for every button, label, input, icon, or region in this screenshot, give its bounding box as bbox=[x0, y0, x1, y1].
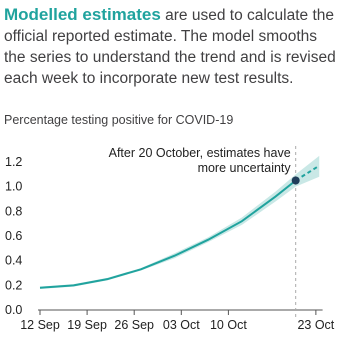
x-tick-label: 03 Oct bbox=[163, 318, 200, 332]
y-tick-label: 0.2 bbox=[5, 278, 22, 292]
y-tick-label: 0.0 bbox=[5, 303, 22, 317]
y-tick-label: 0.6 bbox=[5, 229, 22, 243]
annotation: more uncertainty bbox=[198, 161, 292, 175]
y-tick-label: 0.8 bbox=[5, 204, 22, 218]
x-tick-label: 10 Oct bbox=[210, 318, 247, 332]
y-tick-label: 1.0 bbox=[5, 180, 22, 194]
y-tick-label: 1.2 bbox=[5, 155, 22, 169]
line bbox=[295, 164, 320, 182]
intro-highlight: Modelled estimates bbox=[4, 5, 161, 24]
chart-title: Percentage testing positive for COVID-19 bbox=[4, 113, 234, 127]
x-tick-label: 19 Sep bbox=[67, 318, 107, 332]
y-tick-label: 0.4 bbox=[5, 254, 22, 268]
x-tick-label: 26 Sep bbox=[114, 318, 154, 332]
x-tick-label: 12 Sep bbox=[20, 318, 60, 332]
intro-text: are used to calculate the official repor… bbox=[4, 7, 336, 87]
uncertainty-band bbox=[40, 155, 320, 290]
annotation: After 20 October, estimates have bbox=[109, 146, 291, 160]
marker bbox=[291, 176, 300, 185]
x-tick-label: 23 Oct bbox=[297, 318, 334, 332]
line bbox=[39, 179, 297, 289]
intro: Modelled estimates are used to calculate… bbox=[4, 4, 342, 89]
